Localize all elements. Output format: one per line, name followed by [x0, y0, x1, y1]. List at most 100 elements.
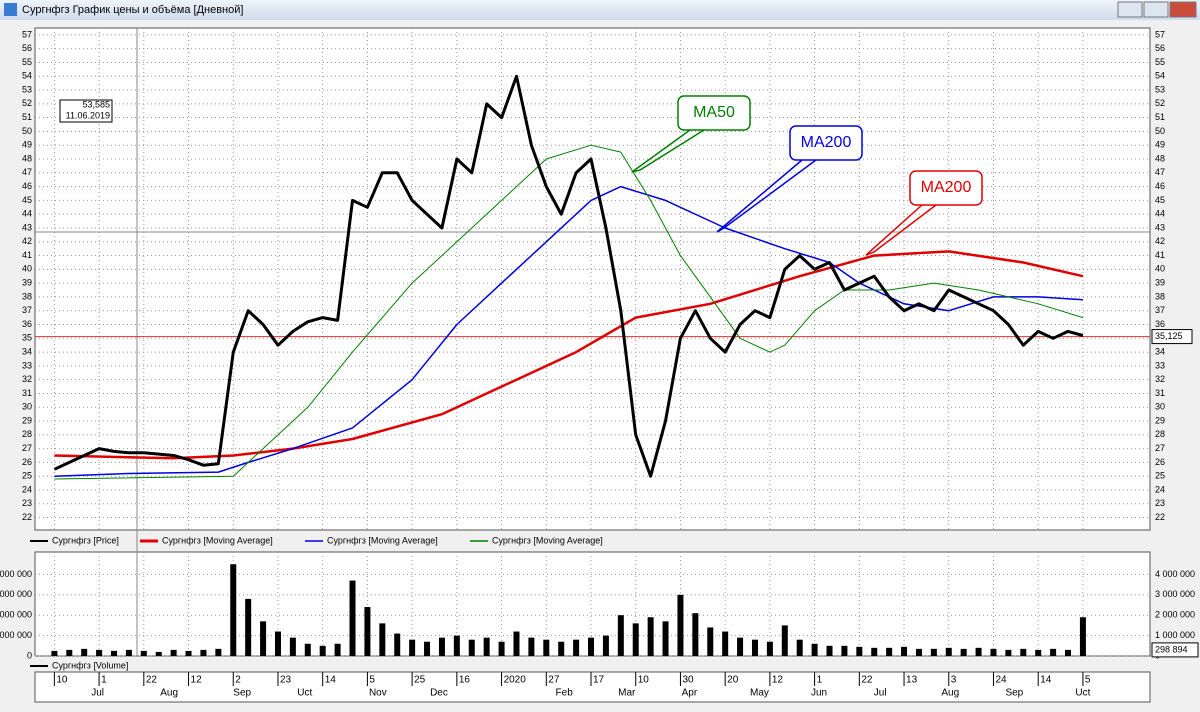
volume-bar [811, 643, 818, 656]
y-tick-label: 42 [1155, 236, 1165, 246]
annotation-box [789, 125, 863, 161]
annotation-text: MA200 [801, 134, 852, 151]
volume-bar [707, 627, 714, 656]
volume-bar [960, 648, 967, 656]
month-label: Aug [941, 688, 959, 699]
cursor-date: 11.06.2019 [66, 110, 110, 120]
volume-bar [871, 647, 878, 656]
volume-bar [364, 607, 371, 656]
volume-bar [438, 637, 445, 656]
month-label: Feb [556, 688, 574, 699]
volume-bar [274, 631, 281, 656]
y-tick-label: 57 [1155, 29, 1165, 39]
y-tick-label: 47 [1155, 167, 1165, 177]
x-tick-label: 16 [459, 675, 471, 686]
maximize-button[interactable] [1143, 1, 1169, 18]
annotation-box [677, 95, 751, 131]
volume-bar [722, 631, 729, 656]
volume-bar [573, 639, 580, 656]
y-tick-label: 50 [1155, 126, 1165, 136]
minimize-button[interactable] [1117, 1, 1143, 18]
month-label: Dec [430, 688, 448, 699]
volume-bar [200, 649, 207, 656]
y-tick-label: 44 [1155, 209, 1165, 219]
y-tick-label: 39 [1155, 278, 1165, 288]
volume-bar [945, 647, 952, 656]
moving-average [54, 144, 1084, 480]
x-tick-label: 14 [1040, 675, 1052, 686]
month-label: Apr [682, 688, 698, 699]
y-tick-label: 54 [1155, 71, 1165, 81]
y-tick-label: 38 [22, 291, 32, 301]
y-tick-label: 30 [22, 402, 32, 412]
volume-bar [319, 645, 326, 656]
volume-bar [260, 621, 267, 656]
volume-bar [424, 641, 431, 656]
annotation-pointer [865, 204, 937, 256]
y-tick-label: 25 [22, 471, 32, 481]
volume-bar [990, 648, 997, 656]
y-tick-label: 40 [22, 264, 32, 274]
close-button[interactable] [1169, 1, 1197, 18]
volume-tick-label: 2 000 000 [0, 610, 32, 620]
y-tick-label: 22 [22, 512, 32, 522]
y-tick-label: 32 [22, 374, 32, 384]
month-label: Uct [1075, 688, 1090, 699]
y-tick-label: 29 [1155, 415, 1165, 425]
y-tick-label: 29 [22, 415, 32, 425]
volume-tick-label: 3 000 000 [1155, 589, 1195, 599]
x-tick-label: 1 [817, 675, 823, 686]
volume-bar [215, 648, 222, 656]
volume-tick-label: 4 000 000 [0, 569, 32, 579]
volume-bar [588, 637, 595, 656]
title-bar [0, 0, 1200, 20]
y-tick-label: 25 [1155, 471, 1165, 481]
y-tick-label: 26 [22, 457, 32, 467]
y-tick-label: 56 [22, 43, 32, 53]
annotation-pointer [631, 129, 705, 173]
x-tick-label: 13 [906, 675, 918, 686]
volume-bar [617, 615, 624, 656]
volume-bar [185, 650, 192, 656]
volume-bar [632, 623, 639, 656]
volume-bar [453, 635, 460, 656]
y-tick-label: 52 [22, 98, 32, 108]
y-tick-label: 55 [1155, 57, 1165, 67]
volume-bar [245, 598, 252, 656]
volume-bar [826, 645, 833, 656]
volume-bar [841, 645, 848, 656]
x-tick-label: 1 [101, 675, 107, 686]
y-tick-label: 42 [22, 236, 32, 246]
volume-bar [781, 625, 788, 656]
volume-bar [155, 651, 162, 656]
y-tick-label: 27 [1155, 443, 1165, 453]
last-volume-box [1151, 642, 1199, 658]
month-label: Nov [369, 688, 387, 699]
y-tick-label: 37 [22, 305, 32, 315]
date-axis [34, 671, 1151, 703]
y-tick-label: 54 [22, 71, 32, 81]
y-tick-label: 48 [1155, 153, 1165, 163]
y-tick-label: 56 [1155, 43, 1165, 53]
y-tick-label: 39 [22, 278, 32, 288]
x-tick-label: 12 [772, 675, 784, 686]
y-tick-label: 57 [22, 29, 32, 39]
volume-bar [394, 633, 401, 656]
month-label: Aug [160, 688, 178, 699]
x-tick-label: 23 [280, 675, 292, 686]
volume-bar [230, 564, 237, 656]
y-tick-label: 24 [1155, 484, 1165, 494]
volume-bar [289, 637, 296, 656]
y-tick-label: 45 [1155, 195, 1165, 205]
y-tick-label: 48 [22, 153, 32, 163]
month-label: Jun [811, 688, 827, 699]
x-tick-label: 27 [548, 675, 560, 686]
x-tick-label: 24 [995, 675, 1007, 686]
volume-bar [81, 648, 88, 656]
moving-average [54, 250, 1084, 460]
month-label: May [750, 688, 769, 699]
volume-bar [543, 639, 550, 656]
y-tick-label: 41 [1155, 250, 1165, 260]
annotation-text: MA50 [693, 104, 735, 121]
volume-tick-label: 1 000 000 [1155, 630, 1195, 640]
